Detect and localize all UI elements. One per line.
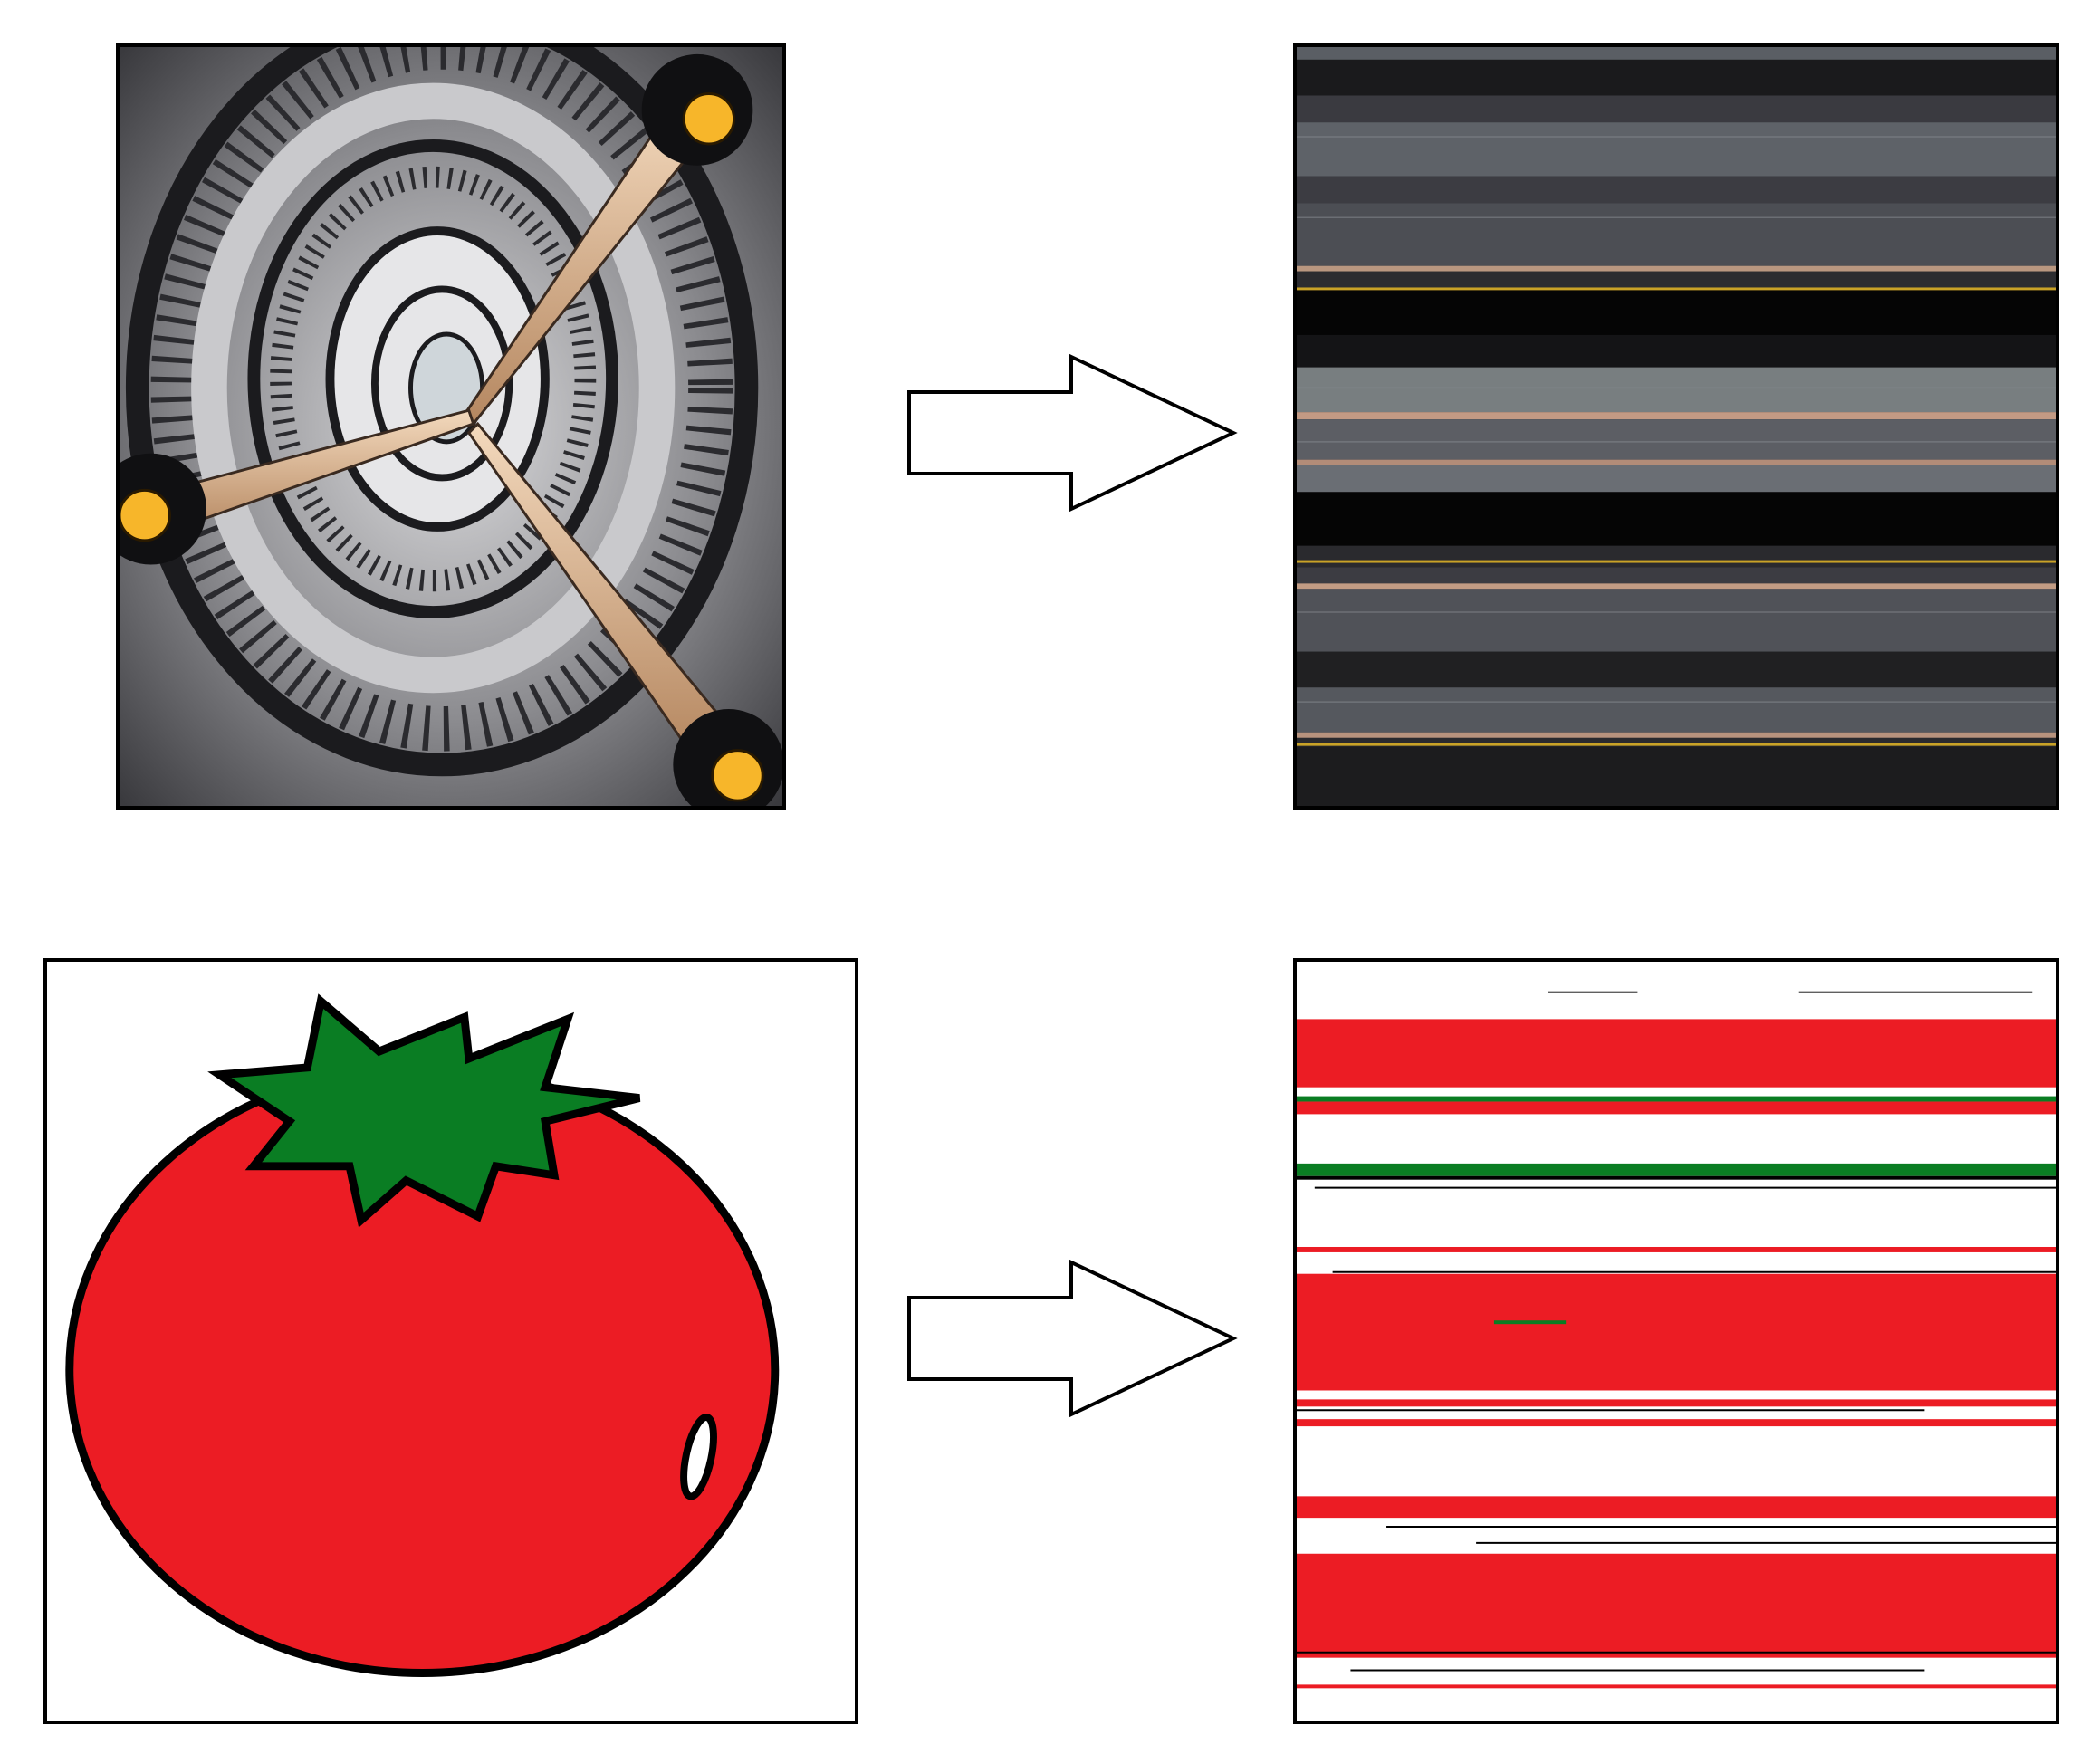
right-arrow-icon <box>904 351 1239 514</box>
spiral-staircase-photo-icon <box>116 43 786 810</box>
red-white-horizontal-stripes-icon <box>1293 958 2059 1724</box>
gray-horizontal-stripes-icon <box>1293 43 2059 810</box>
tomato-illustration-icon <box>43 958 858 1724</box>
right-arrow-icon <box>904 1257 1239 1420</box>
